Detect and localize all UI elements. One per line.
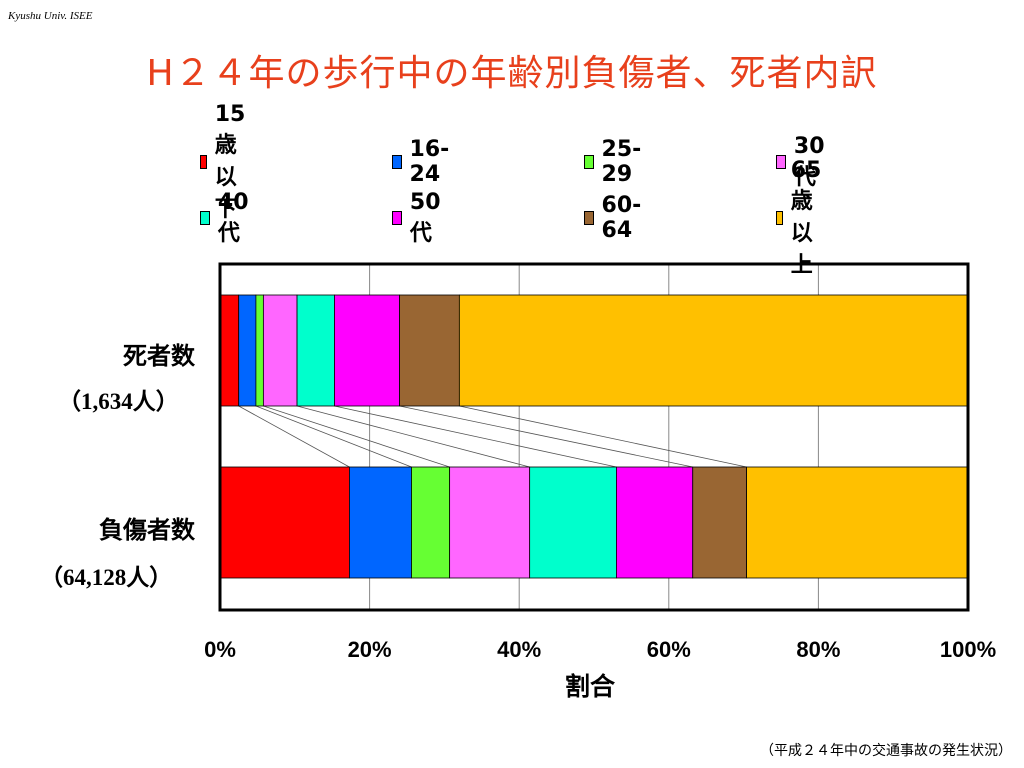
y-category-label: 負傷者数 bbox=[99, 516, 195, 544]
bar-segment bbox=[616, 466, 694, 579]
bar-segment bbox=[219, 466, 350, 579]
bar-segment bbox=[692, 466, 747, 579]
bar-segment bbox=[255, 294, 264, 407]
plot-frame bbox=[218, 262, 970, 612]
legend-label: 65歳以上 bbox=[790, 157, 822, 278]
bar-segment bbox=[411, 466, 451, 579]
legend-swatch bbox=[200, 155, 207, 169]
legend-label: 60-64 bbox=[601, 193, 642, 243]
y-category-label: 死者数 bbox=[123, 342, 195, 370]
legend-label: 25-29 bbox=[601, 137, 642, 187]
legend-item: 40代 bbox=[200, 190, 253, 246]
x-tick-label: 100% bbox=[940, 637, 996, 662]
legend-swatch bbox=[392, 155, 402, 169]
source-note: （平成２４年中の交通事故の発生状況） bbox=[760, 743, 1012, 759]
legend-item: 30代 bbox=[776, 134, 829, 190]
legend-label: 50代 bbox=[409, 189, 441, 246]
legend-label: 30代 bbox=[793, 133, 825, 190]
legend-label: 16-24 bbox=[409, 137, 450, 187]
x-tick-label: 0% bbox=[204, 637, 236, 662]
x-tick-label: 40% bbox=[497, 637, 541, 662]
legend-swatch bbox=[776, 155, 786, 169]
bar-segment bbox=[238, 294, 257, 407]
legend-item: 16-24 bbox=[392, 137, 454, 187]
connector-line bbox=[459, 405, 747, 468]
bar-segment bbox=[262, 294, 298, 407]
legend-item: 65歳以上 bbox=[776, 158, 829, 278]
legend-item: 60-64 bbox=[584, 193, 646, 243]
x-tick-label: 20% bbox=[348, 637, 392, 662]
bar-segment bbox=[529, 466, 617, 579]
legend-item: 50代 bbox=[392, 190, 445, 246]
connector-line bbox=[255, 405, 412, 468]
connector-line bbox=[296, 405, 530, 468]
x-axis-label: 割合 bbox=[565, 672, 616, 701]
bar-segment bbox=[219, 294, 240, 407]
bar-segment bbox=[399, 294, 460, 407]
watermark: Kyushu Univ. ISEE bbox=[8, 10, 93, 22]
page-title: H２４年の歩行中の年齢別負傷者、死者内訳 bbox=[146, 53, 878, 94]
bar-segment bbox=[296, 294, 335, 407]
bar-segment bbox=[746, 466, 969, 579]
y-category-count: （1,634人） bbox=[58, 389, 179, 414]
connector-line bbox=[238, 405, 350, 468]
legend-item: 25-29 bbox=[584, 137, 646, 187]
legend-label: 15歳以下 bbox=[214, 101, 246, 222]
connector-line bbox=[334, 405, 617, 468]
legend-swatch bbox=[584, 211, 594, 225]
connector-line bbox=[399, 405, 693, 468]
y-category-count: （64,128人） bbox=[40, 565, 173, 590]
bar-segment bbox=[334, 294, 400, 407]
legend-swatch bbox=[584, 155, 594, 169]
x-tick-label: 80% bbox=[796, 637, 840, 662]
bar-segment bbox=[458, 294, 969, 407]
legend-swatch bbox=[392, 211, 402, 225]
bar-segment bbox=[449, 466, 531, 579]
legend-label: 40代 bbox=[217, 189, 249, 246]
connector-line bbox=[263, 405, 450, 468]
bar-segment bbox=[349, 466, 412, 579]
legend-swatch bbox=[776, 211, 783, 225]
x-tick-label: 60% bbox=[647, 637, 691, 662]
legend-swatch bbox=[200, 211, 210, 225]
legend-item: 15歳以下 bbox=[200, 102, 253, 222]
